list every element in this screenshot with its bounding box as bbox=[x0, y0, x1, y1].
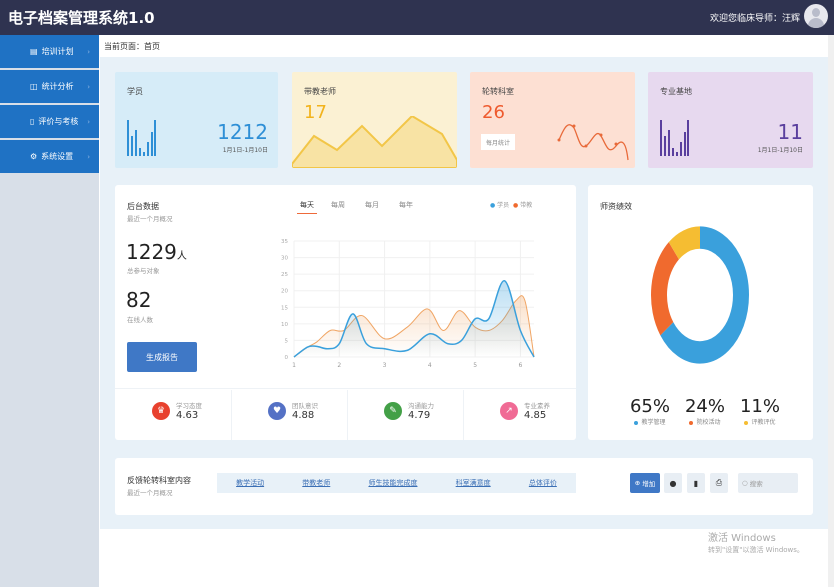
search-input[interactable]: ○ 搜索 bbox=[738, 473, 798, 493]
tab-monthly[interactable]: 每月 bbox=[365, 201, 379, 209]
teachers-count: 17 bbox=[304, 102, 327, 123]
tab-teaching-activities[interactable]: 教学活动 bbox=[236, 479, 265, 487]
sidebar: ▤ 培训计划 › ◫ 统计分析 › ▯ 评价与考核 › ⚙ 系统设置 › bbox=[0, 35, 99, 587]
tab-skill-completion[interactable]: 师生技能完成度 bbox=[368, 479, 418, 487]
x-tick-label: 6 bbox=[519, 362, 523, 369]
add-button[interactable]: ⊕ 增加 bbox=[630, 473, 660, 493]
y-tick-label: 25 bbox=[281, 272, 288, 278]
stat-item: ✎ 沟通能力 4.79 bbox=[384, 400, 434, 421]
breadcrumb: 当前页面：首页 bbox=[100, 35, 828, 57]
y-tick-label: 15 bbox=[281, 305, 288, 311]
generate-report-button[interactable]: 生成报告 bbox=[127, 342, 197, 372]
donut-chart bbox=[651, 226, 749, 364]
feedback-tabs: 教学活动 带教老师 师生技能完成度 科室满意度 总体评价 bbox=[217, 473, 576, 493]
tab-satisfaction[interactable]: 科室满意度 bbox=[455, 479, 491, 487]
tab-weekly[interactable]: 每周 bbox=[331, 201, 345, 209]
card-departments[interactable]: 轮转科室 26 每月统计 bbox=[470, 72, 635, 168]
performance-stat: 24% 院校活动 bbox=[684, 396, 725, 426]
stat-item: ♛ 学习态度 4.63 bbox=[152, 400, 202, 421]
welcome-text: 欢迎您临床导师：汪辉 bbox=[709, 14, 800, 24]
chevron-icon: › bbox=[87, 82, 90, 91]
tab-overall[interactable]: 总体评价 bbox=[528, 479, 557, 487]
delete-button[interactable]: ▮ bbox=[687, 473, 705, 493]
x-tick-label: 5 bbox=[473, 362, 477, 369]
trash-icon: ▮ bbox=[693, 478, 699, 488]
y-tick-label: 35 bbox=[281, 239, 288, 245]
donut-slice bbox=[660, 226, 749, 364]
bar-sparkline bbox=[127, 120, 156, 156]
performance-stat: 65% 教学管理 bbox=[629, 396, 670, 426]
plus-icon: ⊕ bbox=[634, 479, 641, 487]
sidebar-item-settings[interactable]: ⚙ 系统设置 › bbox=[0, 140, 99, 173]
card-bases[interactable]: 专业基地 11 1月1日-1月10日 bbox=[648, 72, 813, 168]
bar-sparkline bbox=[660, 120, 689, 156]
settings-button[interactable]: ● bbox=[664, 473, 682, 493]
sidebar-item-evaluation[interactable]: ▯ 评价与考核 › bbox=[0, 105, 99, 138]
departments-count: 26 bbox=[482, 102, 505, 123]
total-participants: 1229人 bbox=[126, 240, 187, 264]
sidebar-item-statistics[interactable]: ◫ 统计分析 › bbox=[0, 70, 99, 103]
y-tick-label: 30 bbox=[281, 256, 288, 262]
divider bbox=[463, 390, 464, 440]
print-button[interactable]: ⎙ bbox=[710, 473, 728, 493]
donut-slice bbox=[668, 226, 701, 260]
stat-item: ↗ 专业素养 4.85 bbox=[500, 400, 550, 421]
watermark-subtitle: 转到"设置"以激活 Windows。 bbox=[708, 546, 804, 554]
scrollbar[interactable] bbox=[828, 35, 834, 587]
search-icon: ○ bbox=[742, 479, 748, 487]
crown-icon: ♛ bbox=[152, 401, 170, 420]
y-tick-label: 5 bbox=[285, 338, 289, 344]
x-tick-label: 3 bbox=[383, 362, 387, 369]
pen-icon: ✎ bbox=[384, 401, 402, 420]
students-count: 1212 bbox=[217, 120, 268, 144]
tab-yearly[interactable]: 每年 bbox=[399, 201, 413, 209]
chevron-icon: › bbox=[87, 47, 90, 56]
x-tick-label: 1 bbox=[292, 362, 296, 369]
bases-count: 11 bbox=[777, 120, 803, 144]
heart-icon: ♥ bbox=[268, 401, 286, 420]
divider bbox=[347, 390, 348, 440]
card-teachers[interactable]: 带教老师 17 bbox=[292, 72, 457, 168]
tab-teachers[interactable]: 带教老师 bbox=[302, 479, 331, 487]
print-icon: ⎙ bbox=[715, 478, 723, 487]
line-area-chart: 0 5 10 15 20 25 30 35 1 2 3 4 5 6 bbox=[281, 239, 535, 369]
divider bbox=[231, 390, 232, 440]
clipboard-icon: ▯ bbox=[30, 117, 35, 126]
document-icon: ▤ bbox=[30, 47, 38, 56]
avatar[interactable] bbox=[804, 4, 828, 28]
area-sparkline bbox=[292, 116, 457, 168]
chart-icon: ◫ bbox=[30, 82, 38, 91]
app-title: 电子档案管理系统1.0 bbox=[8, 9, 155, 27]
series-line-0 bbox=[293, 280, 535, 358]
x-tick-label: 4 bbox=[428, 362, 432, 369]
legend-students: 学员 bbox=[497, 202, 510, 209]
sidebar-item-training-plan[interactable]: ▤ 培训计划 › bbox=[0, 35, 99, 68]
line-sparkline bbox=[557, 124, 629, 161]
monthly-stats-button[interactable]: 每月统计 bbox=[481, 134, 515, 150]
y-tick-label: 0 bbox=[285, 355, 289, 361]
chevron-icon: › bbox=[87, 117, 90, 126]
legend-teachers: 带教 bbox=[520, 202, 533, 209]
y-tick-label: 10 bbox=[281, 322, 288, 328]
x-tick-label: 2 bbox=[337, 362, 341, 369]
trend-icon: ↗ bbox=[500, 401, 518, 420]
performance-stat: 11% 评教评优 bbox=[739, 396, 780, 426]
y-tick-label: 20 bbox=[281, 289, 288, 295]
divider bbox=[115, 388, 576, 389]
chart-legend: ● 学员 ● 带教 bbox=[490, 202, 533, 209]
tab-daily[interactable]: 每天 bbox=[297, 200, 317, 214]
chevron-icon: › bbox=[87, 152, 90, 161]
card-students[interactable]: 学员 1212 1月1日-1月10日 bbox=[115, 72, 278, 168]
series-area-0 bbox=[294, 280, 534, 357]
watermark-title: 激活 Windows bbox=[708, 533, 776, 544]
stat-item: ♥ 团队意识 4.88 bbox=[268, 400, 318, 421]
gear-icon: ⚙ bbox=[30, 152, 38, 161]
online-count: 82 bbox=[126, 288, 152, 312]
gear-icon: ● bbox=[669, 478, 677, 488]
donut-slice bbox=[651, 242, 680, 336]
top-header bbox=[0, 0, 834, 35]
